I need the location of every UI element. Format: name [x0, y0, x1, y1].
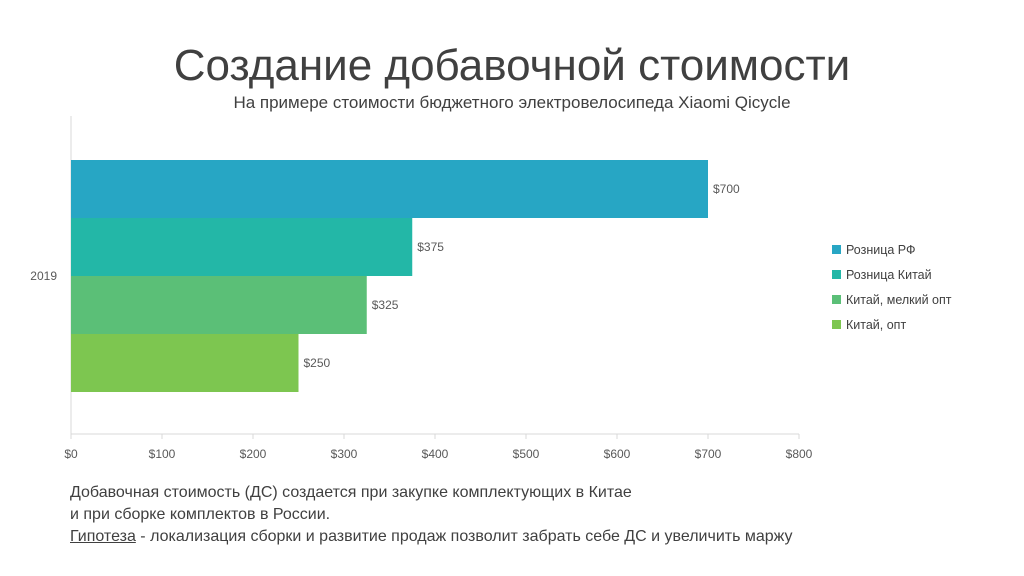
data-label: $250 — [304, 356, 331, 370]
bar — [71, 276, 367, 334]
slide-subtitle: На примере стоимости бюджетного электров… — [233, 93, 791, 112]
bottom-line-1: Добавочная стоимость (ДС) создается при … — [70, 484, 632, 501]
hypothesis-word: Гипотеза — [70, 528, 136, 545]
x-tick-label: $200 — [240, 447, 267, 461]
legend-swatch — [832, 245, 841, 254]
hypothesis-text: - локализация сборки и развитие продаж п… — [135, 528, 793, 545]
bar — [71, 160, 708, 218]
category-label: 2019 — [30, 269, 57, 283]
x-tick-label: $500 — [513, 447, 540, 461]
legend-swatch — [832, 320, 841, 329]
x-tick-label: $800 — [786, 447, 813, 461]
legend-label: Китай, опт — [846, 318, 906, 332]
bottom-text: Добавочная стоимость (ДС) создается при … — [70, 482, 970, 548]
legend-swatch — [832, 270, 841, 279]
x-tick-label: $100 — [149, 447, 176, 461]
slide-title: Создание добавочной стоимости — [173, 41, 851, 90]
x-tick-label: $0 — [64, 447, 78, 461]
x-tick-label: $400 — [422, 447, 449, 461]
legend-label: Розница РФ — [846, 243, 916, 257]
data-label: $375 — [417, 240, 444, 254]
data-label: $325 — [372, 298, 399, 312]
x-tick-label: $300 — [331, 447, 358, 461]
bottom-line-2: и при сборке комплектов в России. — [70, 506, 331, 523]
x-tick-label: $600 — [604, 447, 631, 461]
plot-area: $0 $100 $200 $300 $400 $500 $600 $700 $800 2019 $7… — [30, 116, 813, 461]
hypothesis-line: Гипотеза - локализация сборки и развитие… — [70, 526, 970, 548]
legend-swatch — [832, 295, 841, 304]
x-tick-label: $700 — [695, 447, 722, 461]
data-label: $700 — [713, 182, 740, 196]
legend-label: Китай, мелкий опт — [846, 293, 952, 307]
legend-label: Розница Китай — [846, 268, 932, 282]
bar — [71, 218, 413, 276]
bar — [71, 334, 299, 392]
legend: Розница РФ Розница Китай Китай, мелкий опт… — [832, 243, 952, 332]
